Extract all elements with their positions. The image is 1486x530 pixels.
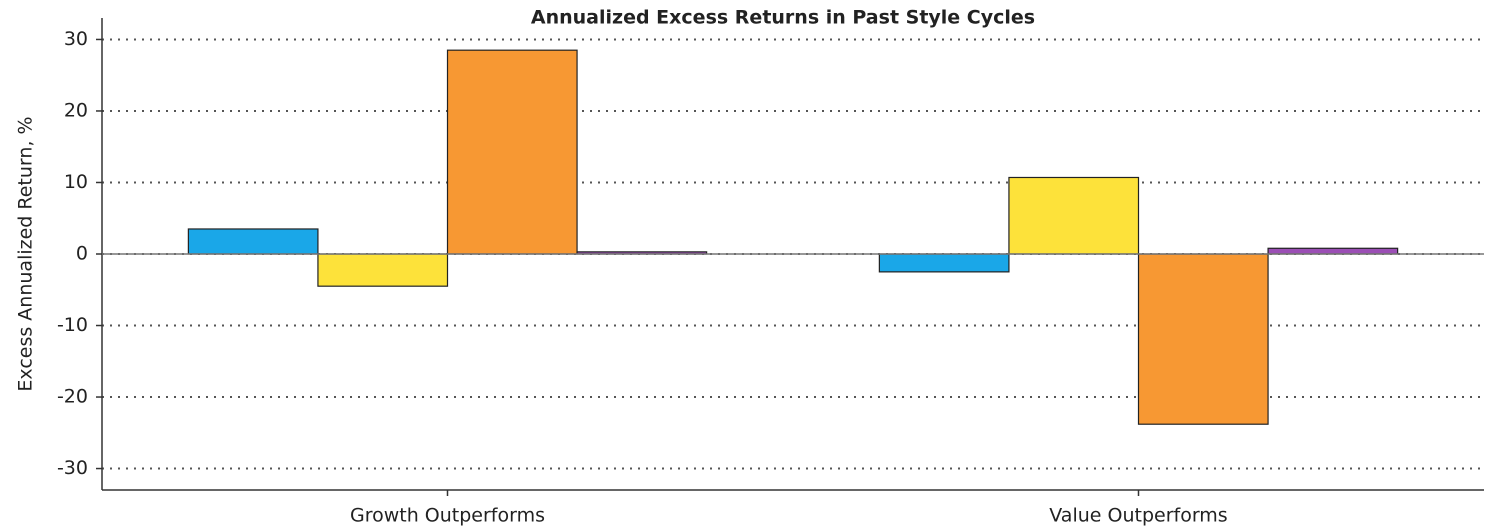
bar — [878, 253, 1010, 273]
y-tick-label: 20 — [64, 99, 88, 121]
y-tick-label: -30 — [57, 457, 88, 479]
chart-title: Annualized Excess Returns in Past Style … — [531, 7, 1035, 29]
bar — [1267, 247, 1399, 255]
y-axis-label: Excess Annualized Return, % — [15, 116, 37, 391]
bar — [187, 228, 319, 255]
y-tick-label: 10 — [64, 171, 88, 193]
bar — [317, 253, 449, 287]
bar — [1008, 176, 1140, 255]
x-tick-label: Value Outperforms — [1049, 505, 1227, 527]
y-tick-label: -10 — [57, 314, 88, 336]
bar — [1137, 253, 1269, 425]
y-tick-label: 30 — [64, 28, 88, 50]
y-tick-label: 0 — [76, 243, 88, 265]
bar — [446, 49, 578, 255]
x-tick-label: Growth Outperforms — [350, 505, 545, 527]
y-tick-label: -20 — [57, 386, 88, 408]
